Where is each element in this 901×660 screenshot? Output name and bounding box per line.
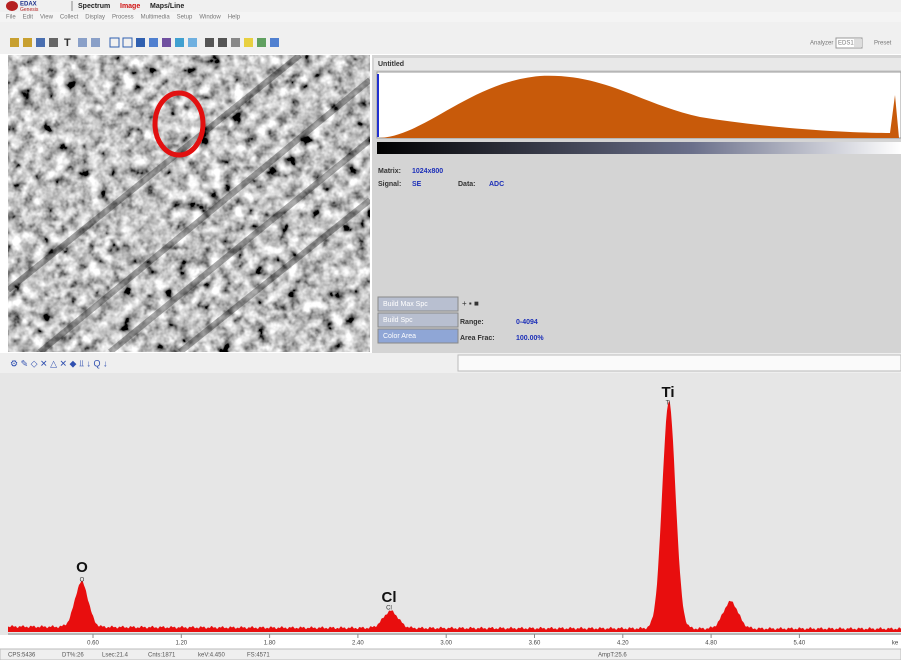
icon[interactable] [49,38,58,47]
icon[interactable] [36,38,45,47]
tick-label: 2.40 [352,641,364,647]
icon[interactable] [188,38,197,47]
peak-label: Cl [382,589,397,606]
button-label: Build Spc [383,317,413,324]
icon[interactable] [218,38,227,47]
peak-sub-label: Ti [666,401,671,407]
range-value: 0-4094 [516,319,538,326]
icon[interactable] [162,38,171,47]
dropdown-arrow[interactable] [854,39,862,47]
status-item: Lsec:21.4 [102,653,129,659]
panel-header [374,58,901,70]
status-item: Cnts:1871 [148,653,176,659]
peak-sub-label: O [80,578,85,584]
preset-label: Preset [874,41,892,47]
menu-item[interactable]: Collect [60,15,79,21]
button-label: Build Max Spc [383,301,428,308]
signal-value: SE [412,181,422,188]
sem-image [8,55,370,352]
icon[interactable] [78,38,87,47]
tick-label: 0.60 [87,641,99,647]
menu-item[interactable]: Setup [177,15,193,21]
icon[interactable] [257,38,266,47]
icon[interactable] [244,38,253,47]
tick-label: 5.40 [794,641,806,647]
spectrum-area [0,373,901,635]
menu-item[interactable]: Process [112,15,134,21]
peak-label: Ti [661,384,674,401]
status-item: AmpT:25.6 [598,653,627,659]
tab[interactable]: Image [120,3,140,10]
page: { "header": { "logo": ["EDAX", "Genesis"… [0,0,901,660]
screen: EDAX Genesis SpectrumImageMaps/Line File… [0,0,901,660]
tab[interactable]: Maps/Line [150,3,184,10]
tick-label: 4.20 [617,641,629,647]
peak-label: O [76,559,88,576]
status-bar [0,649,901,660]
icon[interactable] [205,38,214,47]
icon[interactable]: T [64,37,71,49]
tabs: Spectrum Image Maps/Line [72,1,184,11]
icon[interactable] [231,38,240,47]
menu-item[interactable]: Multimedia [141,15,171,21]
status-item: FS:4571 [247,653,270,659]
icon[interactable] [149,38,158,47]
analyzer-value: EDS1 [838,41,854,47]
icon[interactable] [175,38,184,47]
menu: File Edit View Collect Display Process Multime… [6,15,241,21]
status-item: CPS:5436 [8,653,36,659]
logo-text: Genesis [20,7,39,13]
menu-item[interactable]: File [6,15,16,21]
menu-item[interactable]: View [40,15,54,21]
tick-label: 1.20 [175,641,187,647]
spectrum-tool-icons: ⚙ ✎ ◇ ✕ △ ✕ ◆ ⫫ ↓ Q ↓ [10,358,108,368]
spectrum-field [458,355,901,371]
tool-icons: + ▪ ■ [462,299,479,308]
peak-sub-label: Cl [386,606,392,612]
tick-label: 3.00 [440,641,452,647]
analyzer-label: Analyzer [810,41,833,47]
body: EDAX Genesis SpectrumImageMaps/Line File… [0,0,901,660]
tick-label: 3.60 [529,641,541,647]
axis-ticks: 0.60 1.20 1.80 2.40 3.00 3.60 4.20 4.80 5.40 ke [87,634,899,647]
area-frac-label: Area Frac: [460,335,495,342]
area-frac-value: 100.00% [516,335,544,342]
tick-label: 4.80 [705,641,717,647]
icon[interactable] [10,38,19,47]
signal-label: Signal: [378,181,401,188]
logo-icon [6,1,18,11]
tab[interactable]: Spectrum [78,3,110,10]
sem-texture [8,55,370,352]
menu-item[interactable]: Help [228,15,241,21]
icon[interactable] [270,38,279,47]
matrix-value: 1024x800 [412,168,443,175]
icon[interactable] [136,38,145,47]
range-label: Range: [460,319,484,326]
menu-item[interactable]: Window [199,15,221,21]
toolbar [0,22,901,54]
tick-label: 1.80 [264,641,276,647]
status-item: keV:4.450 [198,653,225,659]
menu-bar [0,12,901,22]
icon[interactable] [91,38,100,47]
menu-item[interactable]: Display [85,15,105,21]
status-item: DT%:26 [62,653,84,659]
data-value: ADC [489,181,504,188]
panel-title: Untitled [378,61,404,68]
icon[interactable] [23,38,32,47]
matrix-label: Matrix: [378,168,401,175]
tick-label: ke [892,641,899,647]
data-label: Data: [458,181,476,188]
button-group: Build Max Spc Build Spc Color Area [378,297,458,343]
button-label: Color Area [383,333,416,340]
menu-item[interactable]: Edit [23,15,34,21]
gray-scale-bar [377,142,901,154]
